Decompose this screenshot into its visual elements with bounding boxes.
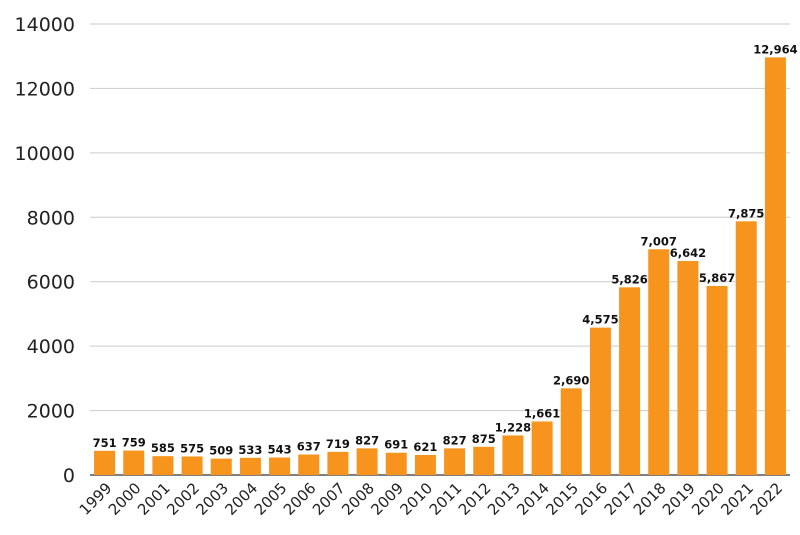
y-tick-label: 0 xyxy=(63,465,75,487)
bar xyxy=(502,435,524,475)
x-tick-label: 2002 xyxy=(163,479,203,519)
data-label: 637 xyxy=(297,439,321,453)
x-tick-label: 2011 xyxy=(426,479,466,519)
x-tick-label: 2003 xyxy=(192,479,232,519)
bar xyxy=(123,450,145,475)
data-label: 875 xyxy=(472,432,496,446)
x-tick-label: 2008 xyxy=(338,479,378,519)
x-tick-label: 2020 xyxy=(688,479,728,519)
bar xyxy=(210,458,232,475)
data-label: 1,661 xyxy=(524,406,560,420)
data-label: 2,690 xyxy=(553,373,589,387)
bar xyxy=(560,388,582,475)
data-labels: 751 759 585 575 509 533 543 637 719 827 691 621 827 8… xyxy=(93,42,798,457)
y-tick-label: 12000 xyxy=(15,78,75,100)
data-label: 543 xyxy=(268,443,292,457)
gridlines xyxy=(90,23,790,476)
x-tick-label: 2001 xyxy=(134,479,174,519)
bar xyxy=(735,221,757,475)
bar xyxy=(677,261,699,475)
bar xyxy=(385,452,407,475)
x-tick-label: 2018 xyxy=(630,479,670,519)
data-label: 621 xyxy=(413,440,437,454)
y-tick-label: 4000 xyxy=(27,336,75,358)
bar xyxy=(764,57,786,476)
x-tick-label: 2007 xyxy=(309,479,349,519)
x-tick-label: 2022 xyxy=(747,479,787,519)
bar xyxy=(473,446,495,475)
x-tick-label: 2013 xyxy=(484,479,524,519)
bar xyxy=(181,456,203,475)
x-tick-label: 2005 xyxy=(251,479,291,519)
x-tick-label: 2012 xyxy=(455,479,495,519)
bar xyxy=(619,287,641,475)
x-tick-label: 2010 xyxy=(397,479,437,519)
data-label: 12,964 xyxy=(753,42,797,56)
data-label: 533 xyxy=(238,443,262,457)
data-label: 691 xyxy=(384,438,408,452)
data-label: 5,867 xyxy=(699,271,735,285)
y-tick-label: 14000 xyxy=(15,14,75,36)
y-axis-ticks: 0 2000 4000 6000 8000 10000 12000 14000 xyxy=(15,14,75,487)
x-tick-label: 2016 xyxy=(572,479,612,519)
bar xyxy=(94,450,116,475)
data-label: 1,228 xyxy=(495,420,531,434)
x-tick-label: 2019 xyxy=(659,479,699,519)
x-tick-label: 2000 xyxy=(105,479,145,519)
x-tick-label: 1999 xyxy=(76,479,116,519)
data-label: 827 xyxy=(355,433,379,447)
bar xyxy=(444,448,466,475)
data-label: 719 xyxy=(326,437,350,451)
bar xyxy=(298,454,320,475)
data-label: 5,826 xyxy=(611,272,647,286)
x-axis-ticks: 1999200020012002200320042005200620072008… xyxy=(76,479,787,519)
bar xyxy=(648,249,670,475)
bar xyxy=(269,457,291,475)
data-label: 751 xyxy=(93,436,117,450)
bar xyxy=(589,327,611,475)
data-label: 6,642 xyxy=(670,246,706,260)
data-label: 575 xyxy=(180,441,204,455)
bars xyxy=(94,57,786,476)
y-tick-label: 2000 xyxy=(27,401,75,423)
data-label: 827 xyxy=(443,433,467,447)
data-label: 759 xyxy=(122,436,146,450)
data-label: 7,007 xyxy=(641,234,677,248)
x-tick-label: 2017 xyxy=(601,479,641,519)
data-label: 7,875 xyxy=(728,206,764,220)
data-label: 585 xyxy=(151,441,175,455)
bar xyxy=(356,448,378,475)
y-tick-label: 10000 xyxy=(15,143,75,165)
x-tick-label: 2021 xyxy=(717,479,757,519)
bar xyxy=(239,457,261,475)
data-label: 4,575 xyxy=(582,313,618,327)
x-tick-label: 2015 xyxy=(542,479,582,519)
x-tick-label: 2006 xyxy=(280,479,320,519)
bar xyxy=(531,421,553,475)
bar xyxy=(327,451,349,475)
y-tick-label: 8000 xyxy=(27,207,75,229)
x-tick-label: 2014 xyxy=(513,479,553,519)
bar xyxy=(152,456,174,475)
x-tick-label: 2004 xyxy=(222,479,262,519)
y-tick-label: 6000 xyxy=(27,272,75,294)
data-label: 509 xyxy=(209,444,233,458)
bar xyxy=(414,454,436,475)
x-tick-label: 2009 xyxy=(367,479,407,519)
bar xyxy=(706,285,728,475)
